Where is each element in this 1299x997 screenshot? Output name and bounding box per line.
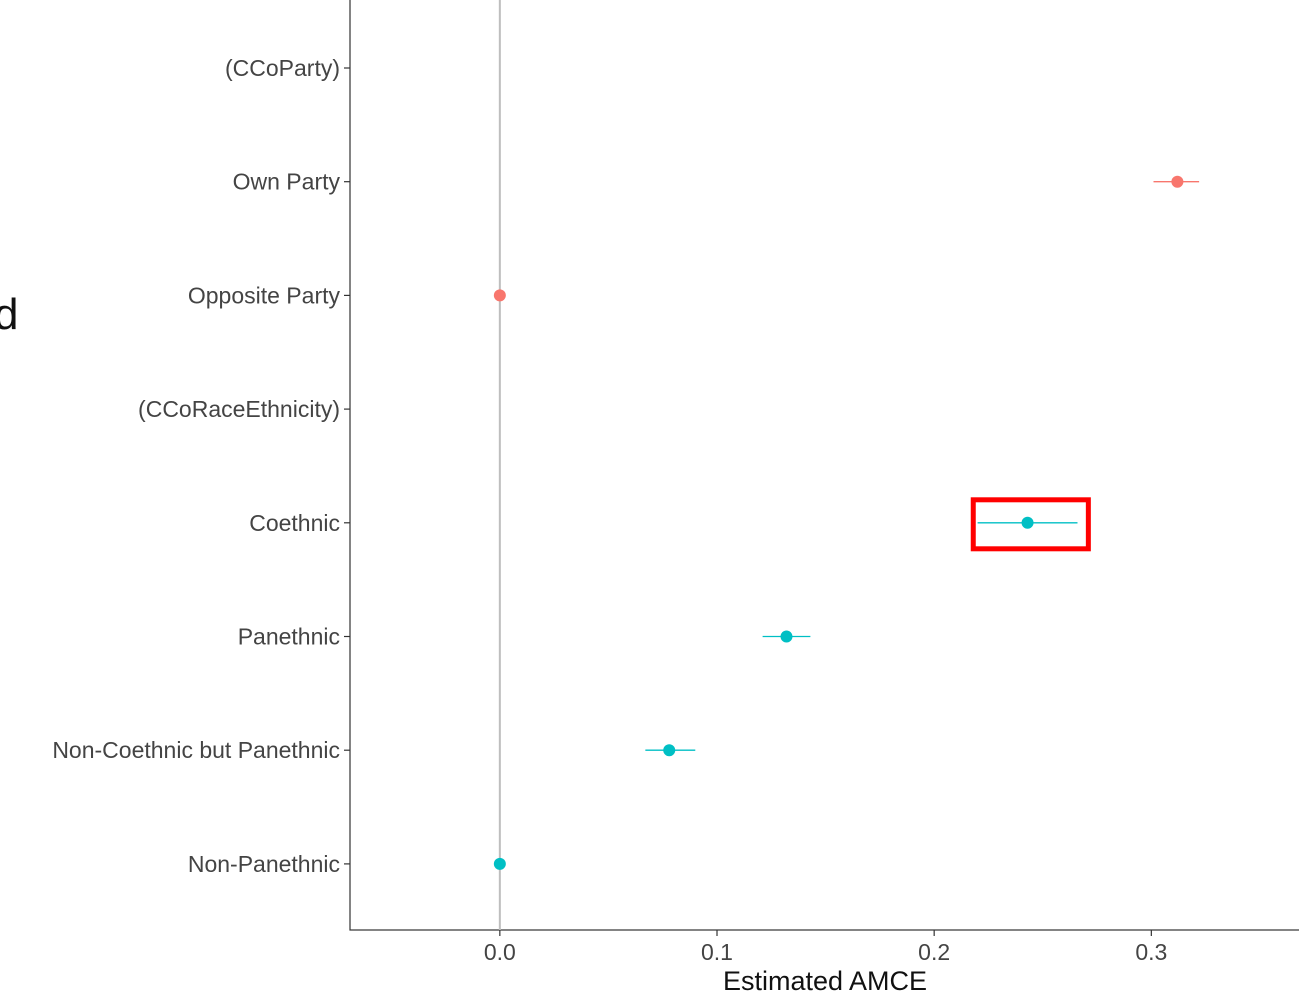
panel-border — [349, 0, 1299, 931]
y-tick-label: (CCoRaceEthnicity) — [138, 396, 340, 422]
y-tick-label: Panethnic — [238, 624, 340, 650]
highlight-layer — [970, 497, 1091, 552]
y-tick-label: Coethnic — [249, 510, 340, 536]
stray-letter: d — [0, 290, 19, 339]
estimate-point — [493, 289, 506, 302]
estimate-point — [663, 744, 676, 757]
y-tick-label: Non-Panethnic — [188, 851, 340, 877]
y-tick-label: (CCoParty) — [225, 55, 340, 81]
x-tick-label: 0.2 — [918, 939, 950, 965]
x-axis: 0.0 0.1 0.2 0.3 — [484, 930, 1167, 965]
y-axis: (CCoParty) Own Party Opposite Party (CCoRac… — [52, 55, 350, 877]
y-tick-label: Opposite Party — [188, 282, 341, 308]
y-tick-label: Non-Coethnic but Panethnic — [52, 737, 340, 763]
x-tick-label: 0.0 — [484, 939, 516, 965]
highlight-box — [970, 497, 1091, 552]
estimate-point — [780, 630, 793, 643]
estimates — [493, 175, 1200, 870]
estimate-point — [1021, 516, 1034, 529]
estimate-point — [493, 857, 506, 870]
plot-panel — [349, 0, 1299, 931]
x-tick-label: 0.1 — [701, 939, 733, 965]
y-tick-label: Own Party — [233, 169, 341, 195]
x-tick-label: 0.3 — [1135, 939, 1167, 965]
x-axis-label: Estimated AMCE — [723, 966, 927, 996]
estimate-point — [1171, 175, 1184, 188]
